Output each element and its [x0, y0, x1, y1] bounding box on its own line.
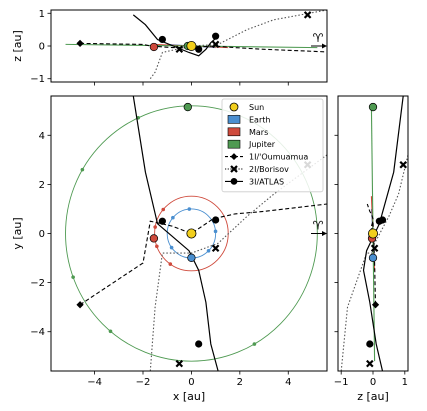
- 2i-borisov-position-marker: [370, 244, 379, 253]
- 1i-oumuamua-position-marker: [371, 301, 380, 309]
- x-tick-label: 0: [370, 377, 376, 388]
- legend-marker-mars: [227, 127, 241, 137]
- y-axis-label: z [au]: [11, 30, 24, 62]
- y-axis-label: y [au]: [11, 217, 24, 249]
- earth-orbit-marker: [169, 245, 174, 250]
- y-tick-label: 0: [39, 229, 45, 240]
- plot-area: [340, 96, 408, 371]
- 2i-borisov-trajectory: [149, 154, 327, 371]
- legend-marker-1i-oumuamua: [230, 153, 238, 161]
- x-axis-label: z [au]: [357, 390, 389, 403]
- jupiter-position-marker: [183, 102, 192, 112]
- equinox-symbol: ♈: [313, 31, 324, 45]
- 3i-atlas-position-marker: [158, 35, 166, 44]
- equinox-symbol: ♈: [313, 219, 324, 233]
- legend-marker-2i-borisov: [230, 165, 238, 173]
- 2i-borisov-position-marker: [211, 244, 220, 253]
- jupiter-orbit-marker: [80, 167, 85, 172]
- legend-box: [221, 98, 324, 193]
- equinox-arrowhead: [322, 43, 327, 49]
- 3i-atlas-position-marker: [212, 32, 220, 40]
- plot-area: [65, 10, 327, 80]
- legend-label-1i-oumuamua: 1I/'Oumuamua: [249, 153, 308, 162]
- mars-orbit-marker: [153, 225, 157, 229]
- legend-label-jupiter: Jupiter: [248, 140, 276, 149]
- x-tick-label: −1: [334, 377, 349, 388]
- jupiter-orbit-marker: [71, 275, 75, 279]
- mars-orbit-marker: [155, 244, 159, 249]
- 2i-borisov-position-marker: [303, 11, 312, 19]
- mars-position-marker: [149, 42, 159, 52]
- legend-label-3i-atlas: 3I/ATLAS: [249, 177, 284, 186]
- jupiter-position-marker: [368, 102, 378, 112]
- mars-orbit-marker: [168, 262, 173, 266]
- earth-position-marker: [187, 253, 196, 262]
- 3i-atlas-trajectory: [362, 96, 404, 371]
- 3i-atlas-position-marker: [378, 216, 387, 224]
- y-tick-label: 4: [39, 131, 45, 142]
- earth-orbit-marker: [206, 249, 211, 253]
- legend-label-mars: Mars: [249, 128, 268, 137]
- x-tick-label: 2: [237, 377, 243, 388]
- y-tick-label: −1: [30, 74, 45, 85]
- x-tick-label: −4: [87, 377, 102, 388]
- y-tick-label: 1: [39, 9, 45, 20]
- earth-position-marker: [368, 253, 378, 262]
- 2i-borisov-position-marker: [211, 40, 220, 49]
- legend-marker-earth: [227, 115, 241, 124]
- 2i-borisov-position-marker: [175, 359, 184, 368]
- jupiter-orbit-marker: [252, 342, 257, 346]
- sun-marker: [367, 228, 378, 239]
- x-tick-label: 4: [285, 377, 291, 388]
- sun-marker: [186, 228, 197, 239]
- equinox-arrowhead: [322, 231, 327, 236]
- 3i-atlas-trajectory: [132, 96, 219, 371]
- 1i-oumuamua-position-marker: [76, 301, 84, 309]
- mars-position-marker: [149, 234, 159, 243]
- 1i-oumuamua-position-marker: [76, 39, 84, 48]
- legend-label-earth: Earth: [249, 115, 270, 124]
- legend-marker-jupiter: [227, 139, 241, 149]
- 1i-oumuamua-trajectory: [79, 203, 327, 306]
- earth-orbit-marker: [171, 215, 175, 220]
- sun-marker: [186, 41, 197, 52]
- 3i-atlas-position-marker: [195, 340, 203, 348]
- legend-marker-sun: [229, 102, 239, 112]
- 3i-atlas-position-marker: [158, 217, 166, 225]
- y-tick-label: −4: [30, 327, 45, 338]
- yz-projection-panel: −1 0 1 z [au]: [334, 95, 409, 403]
- xy-projection-panel: ♈ −4 −2 0 2 4 −4 −2 0 2 4 x [au] y [au]: [11, 95, 328, 403]
- 2i-borisov-trajectory: [149, 10, 327, 80]
- legend: Sun Earth Mars Jupiter 1I/'Oumuamua 2I/Boriso…: [221, 98, 324, 193]
- mars-orbit-marker: [161, 207, 166, 212]
- 3i-atlas-position-marker: [212, 216, 220, 224]
- 3i-atlas-position-marker: [366, 340, 374, 348]
- x-tick-label: −2: [136, 377, 151, 388]
- xz-projection-panel: ♈ −1 0 1 z [au]: [11, 9, 328, 86]
- jupiter-orbit-marker: [108, 329, 113, 334]
- y-tick-label: −2: [30, 278, 45, 289]
- y-tick-label: 0: [39, 42, 45, 53]
- 3i-atlas-trajectory: [132, 14, 219, 57]
- legend-label-sun: Sun: [249, 103, 264, 112]
- legend-marker-3i-atlas: [230, 177, 238, 185]
- earth-orbit-marker: [213, 229, 218, 234]
- y-tick-label: 2: [39, 180, 45, 191]
- plot-area: [65, 96, 327, 371]
- 2i-borisov-position-marker: [399, 160, 408, 169]
- x-tick-label: 1: [402, 377, 408, 388]
- x-axis-label: x [au]: [173, 390, 205, 403]
- x-tick-label: 0: [188, 377, 194, 388]
- earth-orbit-marker: [187, 207, 192, 211]
- legend-label-2i-borisov: 2I/Borisov: [249, 165, 289, 174]
- 3i-atlas-position-marker: [195, 45, 203, 53]
- 2i-borisov-trajectory: [340, 154, 408, 371]
- 2i-borisov-position-marker: [366, 359, 374, 368]
